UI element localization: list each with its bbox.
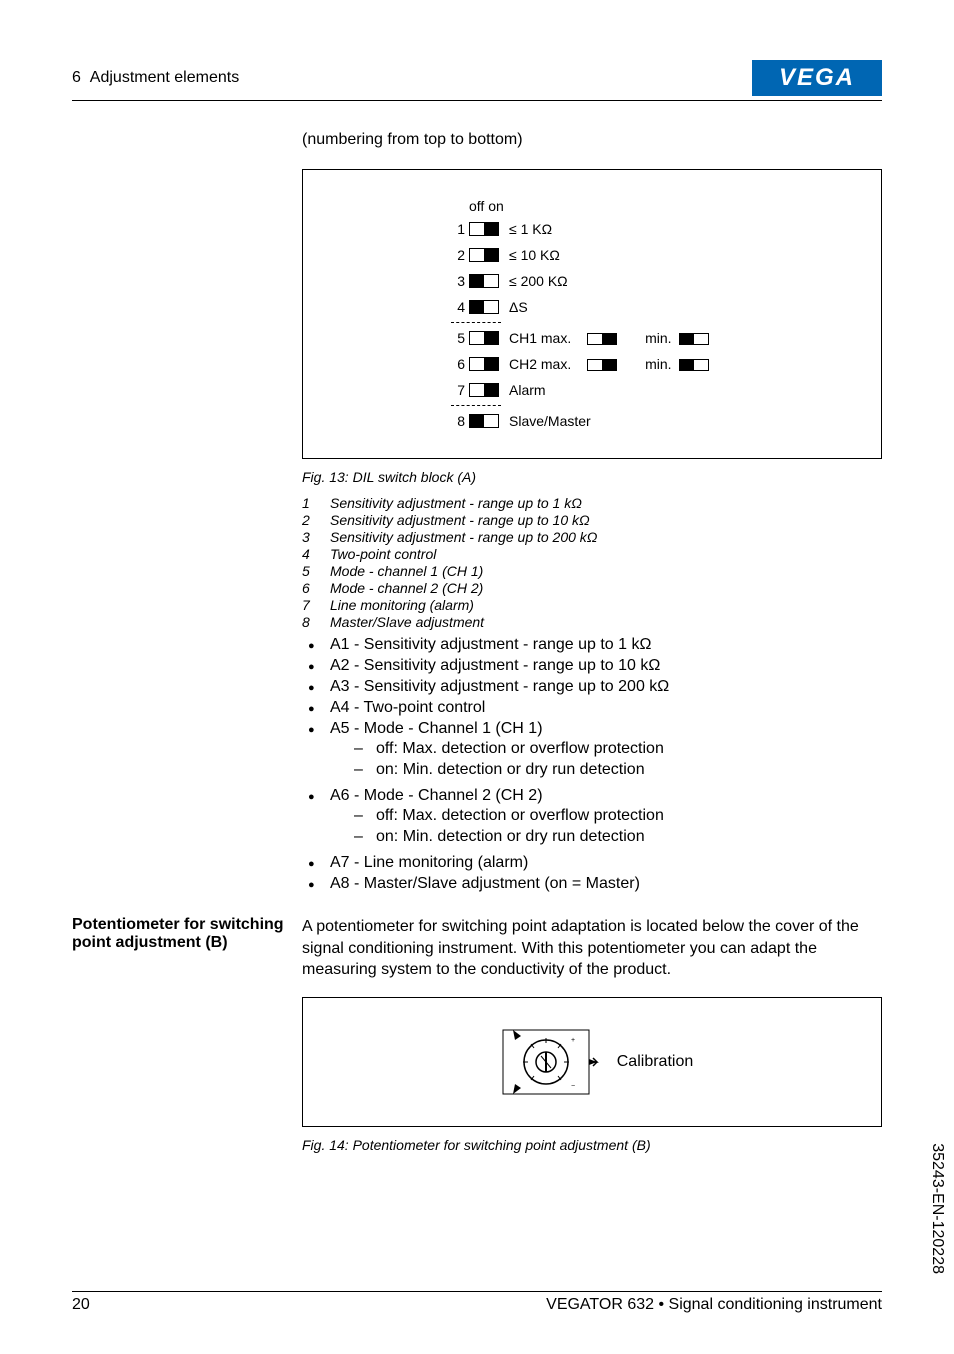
dil-switch-row: 3 ≤ 200 KΩ <box>451 268 841 294</box>
legend-row: 7Line monitoring (alarm) <box>302 597 882 613</box>
bullet-item: A7 - Line monitoring (alarm) <box>302 854 882 872</box>
legend-row: 8Master/Slave adjustment <box>302 614 882 630</box>
bullet-a6: A6 - Mode - Channel 2 (CH 2) off: Max. d… <box>302 787 882 846</box>
section-heading: 6 Adjustment elements <box>72 69 239 87</box>
bullet-item: A8 - Master/Slave adjustment (on = Maste… <box>302 875 882 893</box>
off-on-label: off on <box>469 198 841 214</box>
figure-14-caption: Fig. 14: Potentiometer for switching poi… <box>302 1137 882 1153</box>
page-header: 6 Adjustment elements VEGA <box>72 60 882 101</box>
dil-switches: 1 ≤ 1 KΩ 2 ≤ 10 KΩ 3 ≤ 200 KΩ 4 ΔS 5 CH1… <box>451 216 841 434</box>
bullet-item: A1 - Sensitivity adjustment - range up t… <box>302 636 882 654</box>
figure-13-legend: 1Sensitivity adjustment - range up to 1 … <box>302 495 882 630</box>
a6-label: A6 - Mode - Channel 2 (CH 2) <box>330 787 543 804</box>
sub-bullet-item: on: Min. detection or dry run detection <box>330 828 882 846</box>
dil-switch-row: 1 ≤ 1 KΩ <box>451 216 841 242</box>
dil-switch-row: 2 ≤ 10 KΩ <box>451 242 841 268</box>
potentiometer-paragraph: A potentiometer for switching point adap… <box>302 916 882 981</box>
dil-switch-row: 7 Alarm <box>451 377 841 403</box>
bullet-item: A2 - Sensitivity adjustment - range up t… <box>302 657 882 675</box>
bullet-item: A4 - Two-point control <box>302 699 882 717</box>
legend-row: 4Two-point control <box>302 546 882 562</box>
legend-row: 3Sensitivity adjustment - range up to 20… <box>302 529 882 545</box>
intro-line: (numbering from top to bottom) <box>302 131 882 149</box>
footer-product: VEGATOR 632 • Signal conditioning instru… <box>546 1296 882 1314</box>
sub-bullet-item: off: Max. detection or overflow protecti… <box>330 807 882 825</box>
bullet-list: A1 - Sensitivity adjustment - range up t… <box>302 636 882 893</box>
dil-switch-row: 6 CH2 max. min. <box>451 351 841 377</box>
a5-label: A5 - Mode - Channel 1 (CH 1) <box>330 720 543 737</box>
document-code: 35243-EN-120228 <box>928 1143 946 1274</box>
bullet-a5: A5 - Mode - Channel 1 (CH 1) off: Max. d… <box>302 720 882 779</box>
page-footer: 20 VEGATOR 632 • Signal conditioning ins… <box>72 1291 882 1314</box>
potentiometer-icon: + − <box>491 1022 601 1102</box>
sidebar-title-potentiometer: Potentiometer for switching point adjust… <box>72 916 287 952</box>
figure-13-caption: Fig. 13: DIL switch block (A) <box>302 469 882 485</box>
sub-bullet-item: off: Max. detection or overflow protecti… <box>330 740 882 758</box>
bullet-item: A3 - Sensitivity adjustment - range up t… <box>302 678 882 696</box>
logo-text: VEGA <box>779 64 855 92</box>
figure-13-box: off on 1 ≤ 1 KΩ 2 ≤ 10 KΩ 3 ≤ 200 KΩ 4 Δ… <box>302 169 882 459</box>
dil-switch-row: 8 Slave/Master <box>451 408 841 434</box>
svg-text:−: − <box>571 1083 575 1090</box>
page-number: 20 <box>72 1296 90 1314</box>
legend-row: 1Sensitivity adjustment - range up to 1 … <box>302 495 882 511</box>
legend-row: 2Sensitivity adjustment - range up to 10… <box>302 512 882 528</box>
section-title: Adjustment elements <box>90 69 239 86</box>
legend-row: 5Mode - channel 1 (CH 1) <box>302 563 882 579</box>
dil-switch-row: 5 CH1 max. min. <box>451 325 841 351</box>
figure-14-box: + − Calibration <box>302 997 882 1127</box>
section-number: 6 <box>72 69 81 86</box>
svg-text:+: + <box>571 1037 575 1044</box>
dil-switch-row: 4 ΔS <box>451 294 841 320</box>
sub-bullet-item: on: Min. detection or dry run detection <box>330 761 882 779</box>
legend-row: 6Mode - channel 2 (CH 2) <box>302 580 882 596</box>
vega-logo: VEGA <box>752 60 882 96</box>
calibration-label: Calibration <box>617 1053 693 1071</box>
